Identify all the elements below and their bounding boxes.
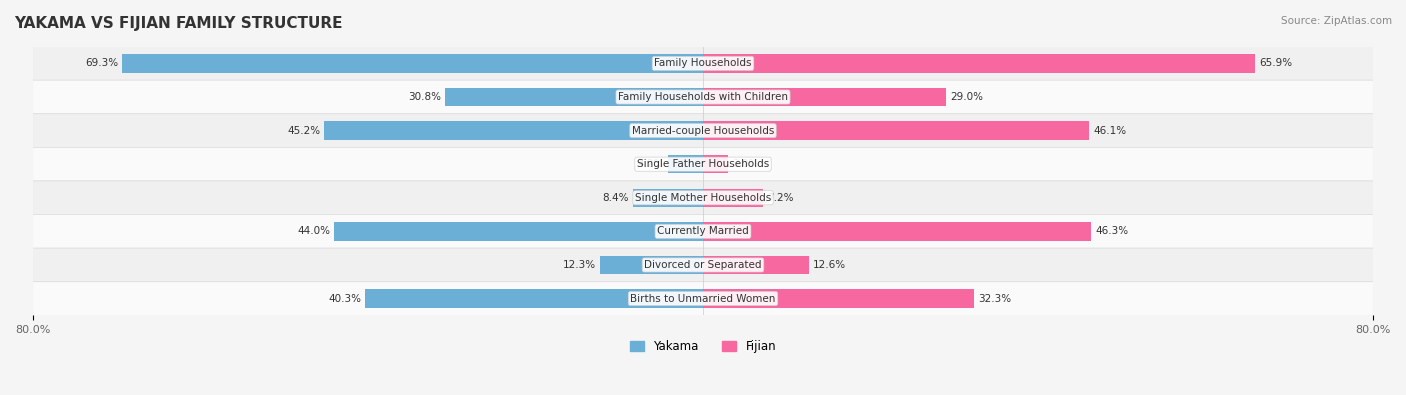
FancyBboxPatch shape bbox=[32, 214, 1374, 248]
Bar bbox=[703, 54, 1256, 73]
Bar bbox=[703, 188, 763, 207]
FancyBboxPatch shape bbox=[32, 147, 1374, 181]
Text: 46.3%: 46.3% bbox=[1095, 226, 1128, 236]
Legend: Yakama, Fijian: Yakama, Fijian bbox=[624, 335, 782, 358]
Text: 3.0%: 3.0% bbox=[733, 159, 759, 169]
Bar bbox=[600, 256, 703, 274]
Text: 12.3%: 12.3% bbox=[562, 260, 596, 270]
FancyBboxPatch shape bbox=[32, 248, 1374, 282]
Text: 30.8%: 30.8% bbox=[408, 92, 440, 102]
Text: Births to Unmarried Women: Births to Unmarried Women bbox=[630, 293, 776, 304]
FancyBboxPatch shape bbox=[32, 80, 1374, 114]
Bar bbox=[366, 289, 703, 308]
Text: 45.2%: 45.2% bbox=[287, 126, 321, 135]
Text: Family Households: Family Households bbox=[654, 58, 752, 68]
Text: Currently Married: Currently Married bbox=[657, 226, 749, 236]
Text: 65.9%: 65.9% bbox=[1260, 58, 1292, 68]
Bar bbox=[703, 289, 973, 308]
Text: Divorced or Separated: Divorced or Separated bbox=[644, 260, 762, 270]
Text: 29.0%: 29.0% bbox=[950, 92, 983, 102]
Bar bbox=[122, 54, 703, 73]
Bar bbox=[668, 155, 703, 173]
Bar bbox=[703, 155, 728, 173]
Text: Source: ZipAtlas.com: Source: ZipAtlas.com bbox=[1281, 16, 1392, 26]
Bar bbox=[703, 88, 946, 106]
Bar bbox=[335, 222, 703, 241]
Bar bbox=[325, 121, 703, 140]
Bar bbox=[703, 121, 1090, 140]
FancyBboxPatch shape bbox=[32, 181, 1374, 214]
Text: 32.3%: 32.3% bbox=[977, 293, 1011, 304]
Text: Single Mother Households: Single Mother Households bbox=[636, 193, 770, 203]
Text: 8.4%: 8.4% bbox=[602, 193, 628, 203]
Bar bbox=[633, 188, 703, 207]
Bar bbox=[444, 88, 703, 106]
Text: Married-couple Households: Married-couple Households bbox=[631, 126, 775, 135]
FancyBboxPatch shape bbox=[32, 114, 1374, 147]
Bar bbox=[703, 256, 808, 274]
Bar bbox=[703, 222, 1091, 241]
Text: 40.3%: 40.3% bbox=[328, 293, 361, 304]
Text: 12.6%: 12.6% bbox=[813, 260, 846, 270]
FancyBboxPatch shape bbox=[32, 47, 1374, 80]
Text: YAKAMA VS FIJIAN FAMILY STRUCTURE: YAKAMA VS FIJIAN FAMILY STRUCTURE bbox=[14, 16, 343, 31]
Text: 69.3%: 69.3% bbox=[84, 58, 118, 68]
Text: 46.1%: 46.1% bbox=[1094, 126, 1126, 135]
Text: 4.2%: 4.2% bbox=[637, 159, 664, 169]
Text: Single Father Households: Single Father Households bbox=[637, 159, 769, 169]
Text: Family Households with Children: Family Households with Children bbox=[619, 92, 787, 102]
Text: 7.2%: 7.2% bbox=[768, 193, 794, 203]
Text: 44.0%: 44.0% bbox=[297, 226, 330, 236]
FancyBboxPatch shape bbox=[32, 282, 1374, 315]
